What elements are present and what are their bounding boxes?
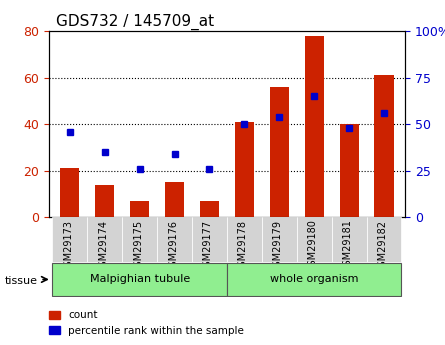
Text: GSM29182: GSM29182	[377, 220, 388, 273]
Text: GSM29175: GSM29175	[133, 220, 143, 273]
Bar	[270, 87, 289, 217]
Text: tissue: tissue	[4, 276, 37, 286]
Text: GSM29180: GSM29180	[307, 220, 318, 273]
FancyBboxPatch shape	[297, 217, 332, 262]
FancyBboxPatch shape	[332, 217, 367, 262]
Text: whole organism: whole organism	[270, 275, 359, 284]
FancyBboxPatch shape	[53, 263, 227, 296]
Text: GSM29174: GSM29174	[98, 220, 108, 273]
Text: GSM29177: GSM29177	[203, 220, 213, 273]
Bar	[165, 183, 184, 217]
Bar	[60, 168, 80, 217]
Text: GSM29179: GSM29179	[273, 220, 283, 273]
Text: GSM29178: GSM29178	[238, 220, 248, 273]
Bar	[305, 36, 324, 217]
FancyBboxPatch shape	[227, 263, 401, 296]
Bar	[340, 124, 359, 217]
Text: GDS732 / 145709_at: GDS732 / 145709_at	[56, 13, 214, 30]
Text: Malpighian tubule: Malpighian tubule	[89, 275, 190, 284]
FancyBboxPatch shape	[157, 217, 192, 262]
Text: GSM29176: GSM29176	[168, 220, 178, 273]
FancyBboxPatch shape	[262, 217, 297, 262]
Text: GSM29173: GSM29173	[63, 220, 73, 273]
Bar	[130, 201, 149, 217]
FancyBboxPatch shape	[87, 217, 122, 262]
Legend: count, percentile rank within the sample: count, percentile rank within the sample	[45, 306, 248, 340]
FancyBboxPatch shape	[122, 217, 157, 262]
Bar	[95, 185, 114, 217]
Text: GSM29181: GSM29181	[343, 220, 352, 273]
FancyBboxPatch shape	[192, 217, 227, 262]
FancyBboxPatch shape	[53, 217, 87, 262]
Bar	[235, 122, 254, 217]
FancyBboxPatch shape	[227, 217, 262, 262]
Bar	[200, 201, 219, 217]
FancyBboxPatch shape	[367, 217, 401, 262]
Bar	[374, 75, 394, 217]
